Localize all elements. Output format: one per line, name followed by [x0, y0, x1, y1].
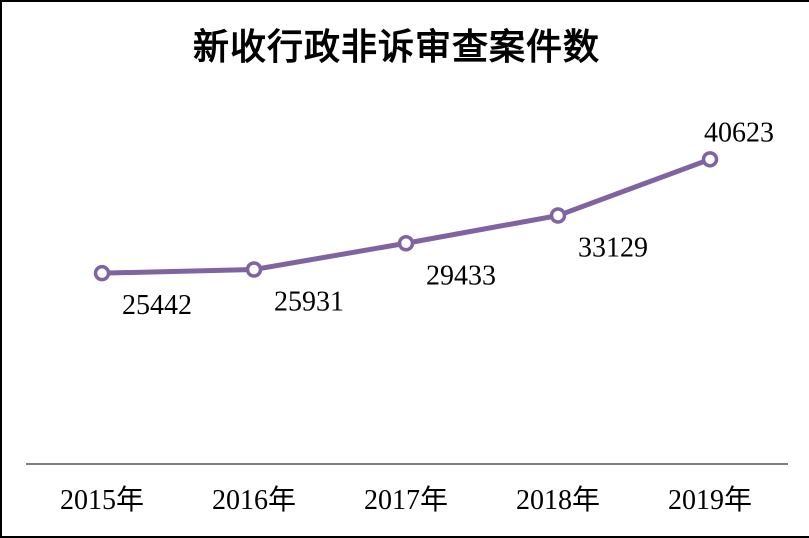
- data-label: 40623: [704, 117, 774, 148]
- x-axis-tick-label: 2018年: [516, 484, 600, 516]
- x-axis-tick-label: 2015年: [60, 484, 144, 516]
- data-point-marker: [245, 261, 263, 278]
- data-label: 25931: [274, 287, 344, 318]
- chart-title: 新收行政非诉审查案件数: [192, 26, 600, 67]
- data-point-marker: [93, 264, 111, 282]
- x-axis-tick-label: 2017年: [364, 484, 448, 516]
- data-point-marker: [549, 207, 567, 224]
- x-axis-tick-label: 2016年: [212, 484, 296, 516]
- data-point-marker: [397, 235, 415, 252]
- data-label: 29433: [426, 260, 496, 291]
- x-axis-tick-label: 2019年: [668, 484, 752, 516]
- data-label: 25442: [122, 290, 192, 321]
- data-label: 33129: [578, 233, 648, 264]
- data-point-marker: [701, 151, 719, 168]
